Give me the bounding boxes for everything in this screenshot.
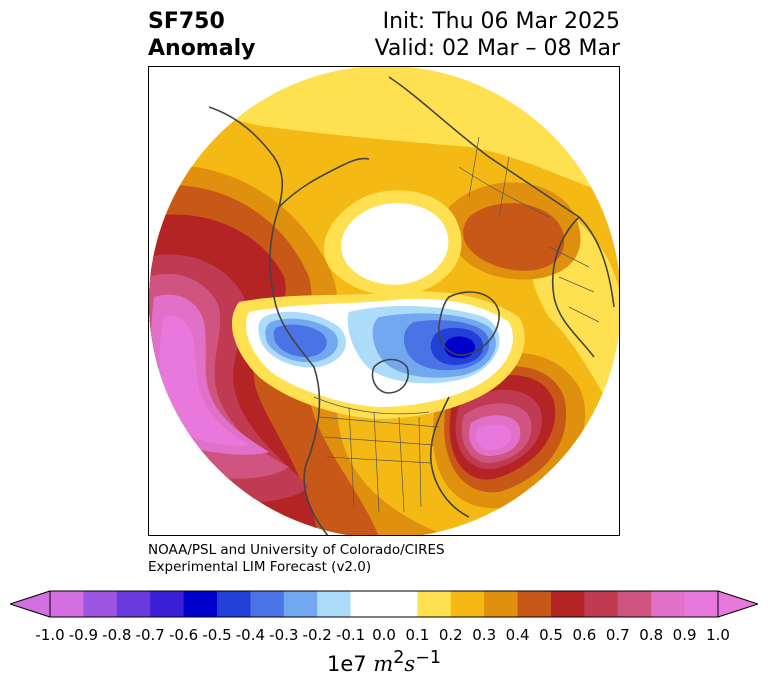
border-russia	[458, 136, 550, 218]
units-m-exponent: 2	[393, 648, 405, 668]
colorbar-segment	[684, 591, 719, 617]
colorbar-underflow-arrow	[10, 590, 51, 618]
colorbar-overflow-arrow	[717, 590, 758, 618]
map-title-variable: SF750 Anomaly	[148, 8, 255, 62]
colorbar-segment	[250, 591, 285, 617]
colorbar-tick-label: 0.6	[572, 626, 597, 644]
colorbar-segment	[551, 591, 585, 617]
colorbar-segment	[283, 591, 318, 617]
colorbar-tick-label: -0.6	[168, 626, 199, 644]
colorbar-segment	[317, 591, 352, 617]
colorbar-segment	[83, 591, 118, 617]
colorbar-segment	[617, 591, 652, 617]
credit-line-2: Experimental LIM Forecast (v2.0)	[148, 559, 372, 575]
colorbar-segment	[150, 591, 185, 617]
colorbar-segment	[651, 591, 686, 617]
colorbar-tick-label: 0.2	[438, 626, 463, 644]
colorbar-tick-label: 0.5	[539, 626, 563, 644]
anomaly-field	[149, 67, 619, 535]
coastlines	[208, 76, 615, 535]
map-title-dates: Init: Thu 06 Mar 2025 Valid: 02 Mar – 08…	[375, 8, 620, 62]
colorbar-tick-label: -0.2	[302, 626, 332, 644]
coast-eurasia-north	[388, 76, 615, 308]
political-borders	[313, 136, 600, 513]
colorbar-segment	[217, 591, 251, 617]
colorbar-outline	[49, 590, 719, 618]
border-us-states	[318, 406, 440, 513]
units-prefix: 1e7	[327, 652, 374, 676]
colorbar-tick-label: -0.4	[235, 626, 266, 644]
colorbar-tick-label: -0.1	[335, 626, 366, 644]
colorbar-segments	[50, 591, 719, 617]
variable-label: SF750	[148, 9, 225, 34]
coast-north-america-east	[429, 396, 470, 518]
colorbar-tick-label: 0.7	[605, 626, 630, 644]
field-neg3	[273, 320, 490, 371]
field-pos9-west	[159, 315, 249, 446]
credit-text: NOAA/PSL and University of Colorado/CIRE…	[148, 542, 445, 576]
colorbar-segment	[517, 591, 552, 617]
colorbar-tick-label: 0.3	[472, 626, 497, 644]
valid-range-label: Valid: 02 Mar – 08 Mar	[374, 36, 620, 61]
colorbar-segment	[50, 591, 84, 617]
colorbar-tick-label: -0.9	[68, 626, 99, 644]
field-label: Anomaly	[148, 36, 256, 61]
anomaly-map	[149, 67, 619, 535]
colorbar-tick-label: -0.7	[135, 626, 165, 644]
colorbar-tick-label: 0.4	[505, 626, 530, 644]
colorbar-tick-label: -1.0	[35, 626, 65, 644]
colorbar-units: 1e7 m2s−1	[0, 648, 768, 676]
coast-alaska	[278, 157, 370, 208]
init-date-label: Init: Thu 06 Mar 2025	[382, 9, 620, 34]
colorbar-tick-label: -0.3	[269, 626, 299, 644]
colorbar-segment	[450, 591, 485, 617]
coast-europe	[551, 216, 595, 358]
field-neutral-core	[341, 203, 449, 285]
colorbar-tick-label: 0.1	[405, 626, 430, 644]
colorbar-segment	[350, 591, 385, 617]
colorbar-segment	[116, 591, 151, 617]
border-canada-us	[313, 396, 430, 415]
field-pos4-asia	[463, 203, 565, 271]
credit-line-1: NOAA/PSL and University of Colorado/CIRE…	[148, 542, 445, 558]
colorbar-segment	[183, 591, 218, 617]
coast-north-america-west	[269, 206, 329, 535]
colorbar	[10, 590, 758, 618]
field-pos9-east	[475, 424, 512, 450]
colorbar-tick-label: -0.5	[202, 626, 232, 644]
colorbar-tick-label: 0.0	[372, 626, 396, 644]
units-s-exponent: −1	[415, 648, 441, 668]
coast-hudson-bay	[371, 358, 409, 394]
colorbar-tick-label: 0.8	[639, 626, 664, 644]
colorbar-tick-label: -0.8	[102, 626, 132, 644]
colorbar-tick-label: 0.9	[672, 626, 697, 644]
colorbar-tick-label: 1.0	[706, 626, 730, 644]
units-s: s	[404, 652, 416, 676]
colorbar-segment	[384, 591, 418, 617]
colorbar-segment	[484, 591, 519, 617]
colorbar-segment	[417, 591, 452, 617]
colorbar-ticks: -1.0 -0.9 -0.8 -0.7 -0.6 -0.5 -0.4 -0.3 -0.2 -0.1…	[0, 626, 768, 646]
colorbar-segment	[584, 591, 619, 617]
units-m: m	[373, 652, 394, 676]
border-europe	[548, 246, 600, 323]
map-panel	[148, 66, 620, 536]
coast-greenland	[438, 291, 500, 356]
coast-asia-east	[208, 106, 284, 208]
